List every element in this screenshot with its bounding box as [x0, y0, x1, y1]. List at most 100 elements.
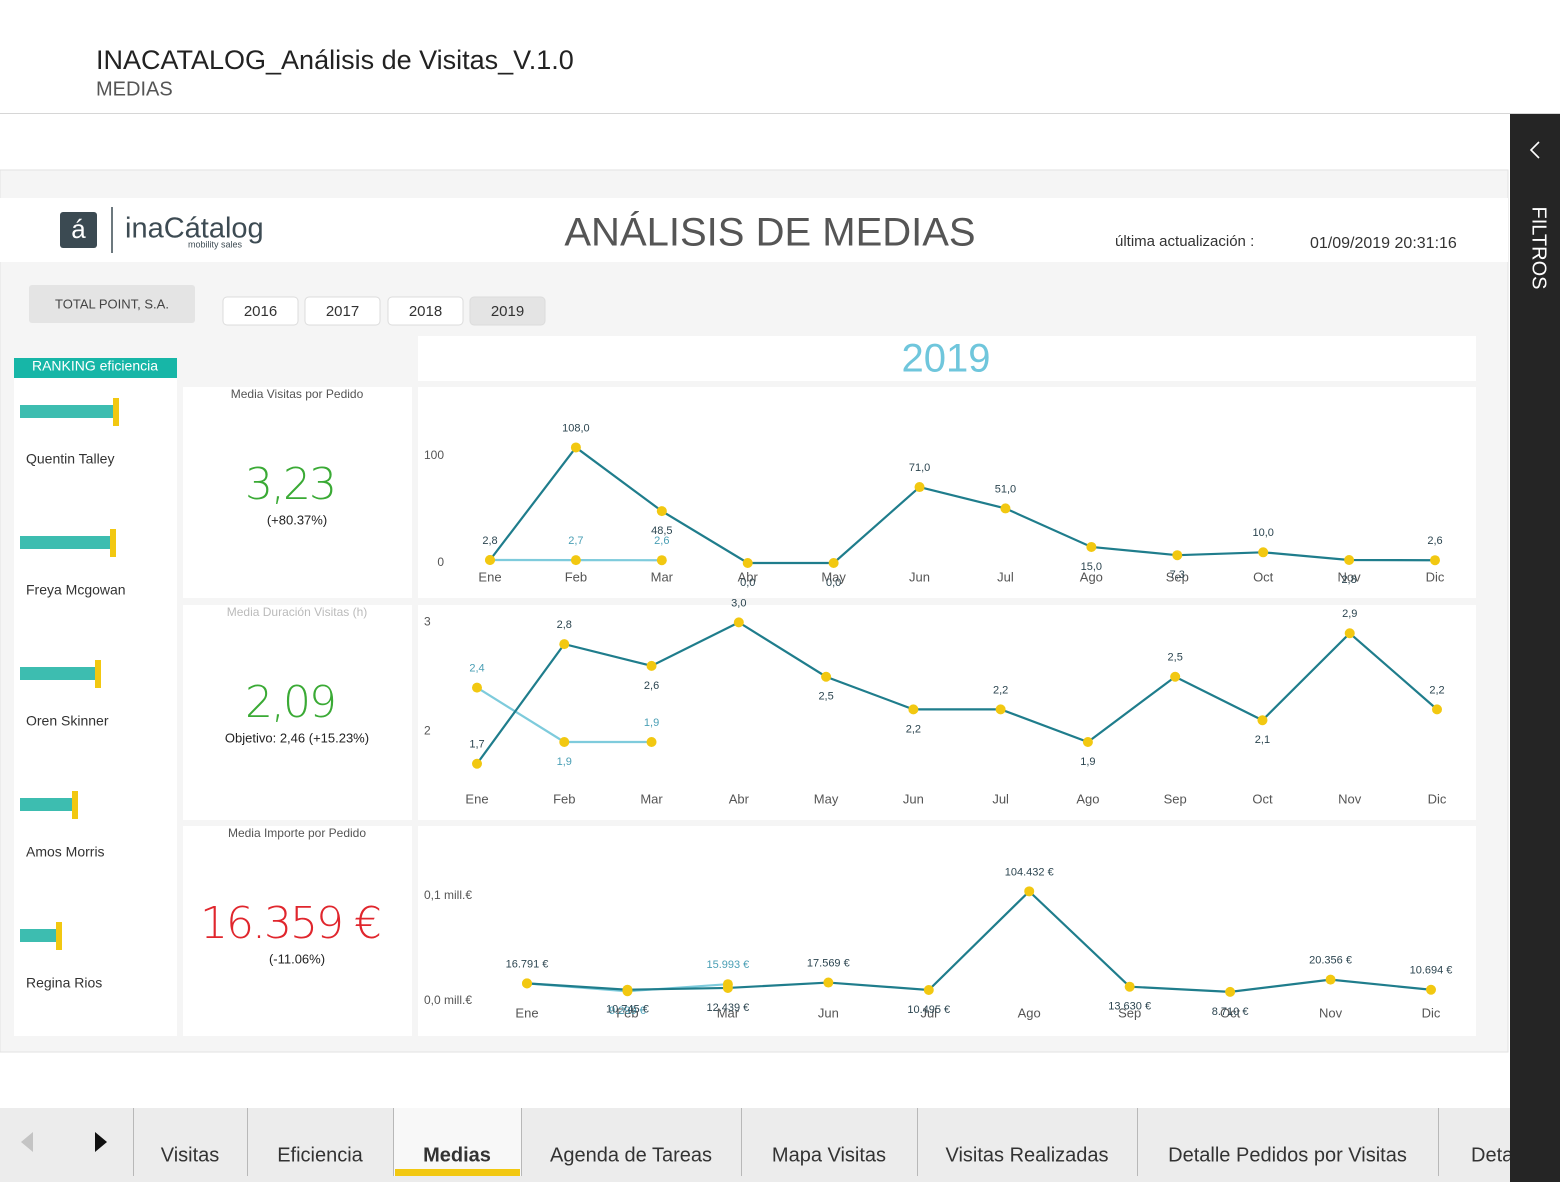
data-label: 104.432 € [1005, 866, 1054, 878]
data-label: 16.791 € [506, 958, 549, 970]
line-series [526, 889, 1432, 993]
data-label: 10,0 [1252, 527, 1273, 539]
x-tick-label: Jun [903, 791, 924, 806]
year-button[interactable] [469, 296, 546, 326]
tab-label[interactable]: Mapa Visitas [772, 1144, 886, 1166]
kpi-title: Media Visitas por Pedido [231, 387, 364, 401]
data-label: 2,8 [557, 619, 572, 631]
tab-next[interactable] [95, 1132, 107, 1152]
line-marker [559, 639, 570, 650]
update-value: 01/09/2019 20:31:16 [1310, 235, 1457, 252]
year-button-label[interactable]: 2019 [491, 303, 524, 320]
year-button[interactable] [387, 296, 464, 326]
data-label: 51,0 [995, 483, 1016, 495]
ranking-bar-cap [72, 791, 78, 819]
tabs: Visitas Eficiencia Medias Agenda de Tareas M… [133, 1108, 1514, 1176]
app-header [0, 0, 1560, 113]
tab-active-bg[interactable] [394, 1108, 521, 1176]
data-label: 10.694 € [1410, 965, 1453, 977]
x-tick-label: Mar [640, 791, 663, 806]
x-tick-label: Sep [1166, 569, 1189, 584]
data-label: 2,2 [1429, 684, 1444, 696]
ranking-bar-cap [95, 660, 101, 688]
year-button[interactable] [304, 296, 381, 326]
x-tick-label: Dic [1428, 791, 1447, 806]
ranking-banner [14, 358, 177, 378]
data-label: 2,2 [906, 723, 921, 735]
tab-active-indicator [395, 1169, 520, 1176]
kpi-group: Media Visitas por Pedido 3,23 (+80.37%) Med… [200, 387, 382, 966]
x-tick-label: Ene [465, 791, 488, 806]
filter-panel[interactable] [1510, 114, 1560, 1182]
ranking-bar-cap [113, 398, 119, 426]
tab-label[interactable]: Deta [1471, 1144, 1514, 1166]
data-label: 48,5 [651, 525, 672, 537]
tab-label[interactable]: Agenda de Tareas [550, 1144, 712, 1166]
line-marker [722, 982, 733, 993]
client-button[interactable] [29, 285, 195, 323]
ranking-bar [20, 536, 110, 549]
line-marker [828, 558, 839, 568]
line-marker [1426, 984, 1436, 995]
kpi-value: 2,09 [245, 677, 335, 728]
year-slicer: 2016 2017 2018 2019 [222, 296, 546, 326]
year-button-label[interactable]: 2017 [326, 303, 359, 320]
line-marker [914, 482, 925, 493]
line-marker [646, 736, 657, 747]
ranking-bar [20, 929, 56, 942]
data-label: 1,9 [557, 756, 572, 768]
data-label: 108,0 [562, 422, 590, 434]
ranking-bar-cap [56, 922, 62, 950]
data-label: 2,8 [1341, 574, 1356, 586]
x-tick-label: Ago [1076, 791, 1099, 806]
logo-letter: á [71, 214, 86, 244]
kpi-title: Media Duración Visitas (h) [227, 605, 368, 619]
x-tick-label: May [821, 569, 846, 584]
kpi-note: Objetivo: 2,46 (+15.23%) [225, 730, 369, 745]
data-label: 2,2 [993, 684, 1008, 696]
year-button-label[interactable]: 2018 [409, 303, 442, 320]
tab-label[interactable]: Visitas Realizadas [945, 1144, 1108, 1166]
tab-prev[interactable] [21, 1132, 33, 1152]
data-label: 2,6 [1427, 535, 1442, 547]
x-tick-label: Nov [1319, 1005, 1343, 1020]
ranking-name: Amos Morris [26, 844, 105, 860]
line-marker [622, 984, 633, 995]
logo-icon [60, 212, 97, 248]
line-marker [646, 660, 657, 671]
tab-label[interactable]: Eficiencia [277, 1144, 363, 1166]
brand-tagline: mobility sales [188, 239, 243, 249]
tab-label[interactable]: Medias [423, 1144, 491, 1166]
line-marker [1172, 550, 1183, 561]
chart-header: 2019 [902, 337, 991, 381]
data-label: 0,0 [740, 577, 755, 589]
year-button[interactable] [222, 296, 299, 326]
filter-panel-label[interactable]: FILTROS [1528, 207, 1550, 290]
tab-label[interactable]: Detalle Pedidos por Visitas [1168, 1144, 1407, 1166]
x-tick-label: Oct [1220, 1005, 1241, 1020]
data-label: 2,4 [469, 663, 484, 675]
x-tick-label: Oct [1252, 791, 1273, 806]
x-tick-label: Nov [1338, 569, 1362, 584]
line-series [489, 445, 1436, 565]
x-tick-label: Sep [1164, 791, 1187, 806]
data-label: 20.356 € [1309, 955, 1352, 967]
line-marker [923, 984, 934, 995]
x-tick-label: Abr [729, 791, 750, 806]
client-button-label[interactable]: TOTAL POINT, S.A. [55, 296, 169, 311]
line-marker [1024, 886, 1035, 897]
ranking-list: Quentin Talley Freya Mcgowan Oren Skinner A… [20, 398, 126, 991]
data-label: 1,9 [644, 717, 659, 729]
chart-header-card [418, 336, 1476, 381]
line-marker [1170, 671, 1181, 682]
year-button-label[interactable]: 2016 [244, 303, 277, 320]
line-marker [1000, 503, 1011, 514]
ranking-bar [20, 667, 95, 680]
tab-label[interactable]: Visitas [161, 1144, 220, 1166]
collapse-chevron[interactable] [1529, 141, 1540, 159]
data-label: 2,5 [1168, 652, 1183, 664]
data-label: 2,5 [818, 691, 833, 703]
chart-card [418, 387, 1476, 598]
x-tick-label: Jun [818, 1005, 839, 1020]
